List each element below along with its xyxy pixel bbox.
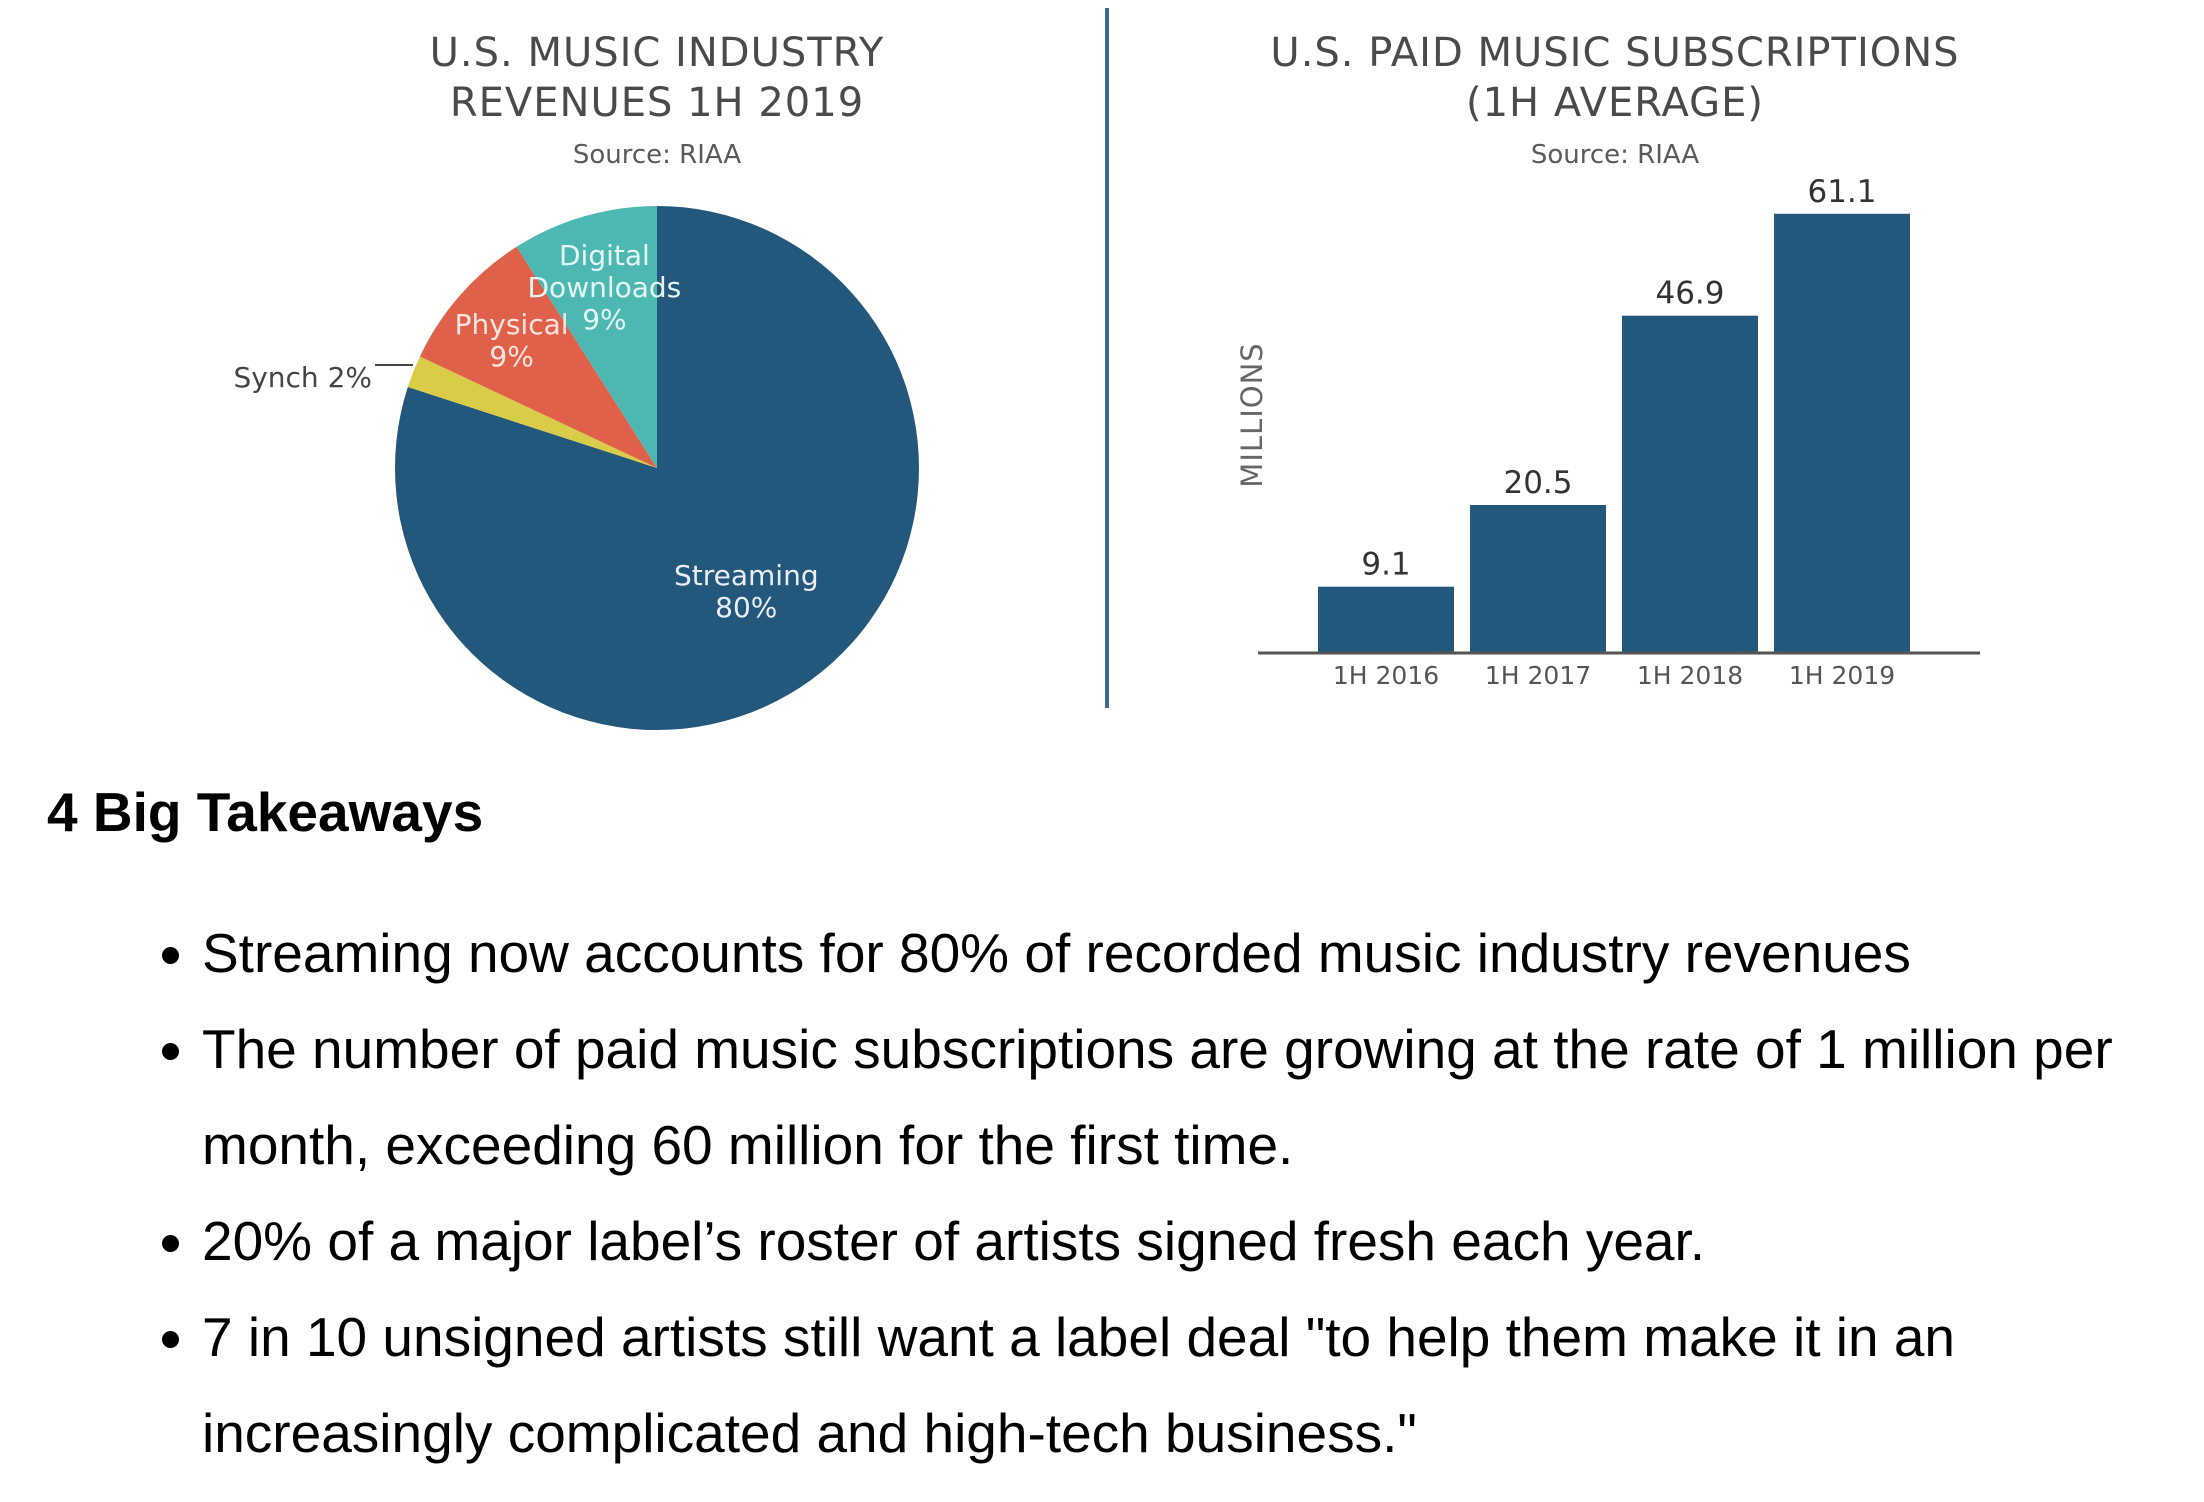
pie-label-physical: Physical: [455, 308, 569, 341]
bar-value-label: 46.9: [1655, 276, 1724, 312]
takeaway-item: Streaming now accounts for 80% of record…: [202, 905, 2204, 1001]
pie-label-digital-downloads: Downloads: [528, 271, 682, 304]
pie-slice-physical: [419, 246, 657, 468]
bar-value-label: 9.1: [1361, 547, 1410, 583]
pie-slice-streaming: [394, 206, 919, 730]
bar-title-line-1: U.S. PAID MUSIC SUBSCRIPTIONS: [1270, 30, 1959, 76]
synch-label: Synch 2%: [233, 361, 372, 394]
bar: [1774, 213, 1910, 653]
takeaway-item: 7 in 10 unsigned artists still want a la…: [202, 1289, 2204, 1481]
pie-title-line-1: U.S. MUSIC INDUSTRY: [430, 30, 885, 76]
bar: [1470, 505, 1606, 652]
bar-value-label: 61.1: [1807, 174, 1876, 210]
x-tick-label: 1H 2017: [1485, 661, 1591, 690]
pie-title-line-2: REVENUES 1H 2019: [450, 80, 864, 126]
y-axis-label: MILLIONS: [1235, 342, 1269, 487]
pie-slice-digital-downloads: [516, 206, 657, 468]
takeaway-item: 20% of a major label’s roster of artists…: [202, 1193, 2204, 1289]
pie-label-physical: 9%: [489, 340, 533, 373]
bar-title-line-2: (1H AVERAGE): [1466, 80, 1764, 126]
x-tick-label: 1H 2018: [1637, 661, 1743, 690]
x-tick-label: 1H 2016: [1333, 661, 1439, 690]
pie-source: Source: RIAA: [573, 140, 742, 170]
pie-chart: U.S. MUSIC INDUSTRY REVENUES 1H 2019 Sou…: [233, 30, 919, 730]
bar-chart: U.S. PAID MUSIC SUBSCRIPTIONS (1H AVERAG…: [1235, 30, 1980, 690]
charts-panel: U.S. MUSIC INDUSTRY REVENUES 1H 2019 Sou…: [233, 8, 1980, 730]
bar: [1318, 586, 1454, 652]
bars: 9.1 1H 2016 20.5 1H 2017 46.9 1H 2018 61.1 1H 2…: [1318, 174, 1910, 690]
pie-label-streaming: 80%: [715, 591, 777, 624]
takeaways-list: Streaming now accounts for 80% of record…: [140, 905, 2204, 1481]
takeaways-heading: 4 Big Takeaways: [47, 781, 484, 843]
pie-label-streaming: Streaming: [674, 559, 819, 592]
pie-label-digital-downloads: Digital: [559, 239, 650, 272]
bar: [1622, 315, 1758, 652]
pie-slice-synch: [407, 356, 657, 468]
bar-value-label: 20.5: [1503, 465, 1572, 501]
pie-label-digital-downloads: 9%: [582, 303, 626, 336]
takeaway-item: The number of paid music subscriptions a…: [202, 1001, 2204, 1193]
x-tick-label: 1H 2019: [1789, 661, 1895, 690]
bar-source: Source: RIAA: [1531, 140, 1700, 170]
pie-slices: [394, 206, 919, 730]
